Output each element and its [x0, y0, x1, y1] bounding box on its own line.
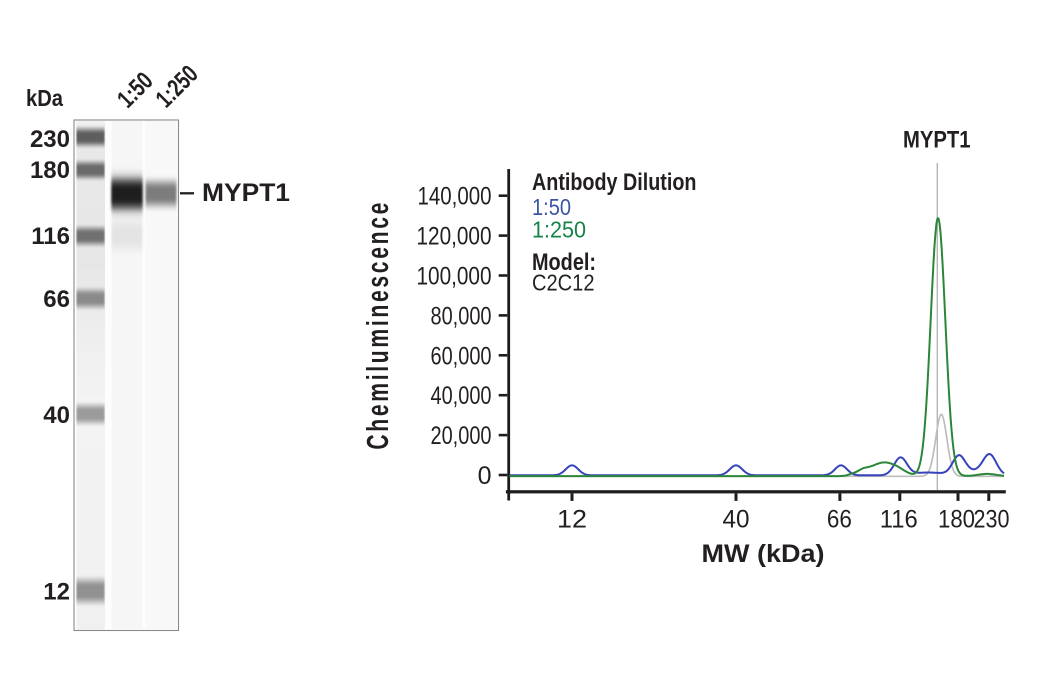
svg-text:C2C12: C2C12: [532, 270, 595, 296]
svg-text:40: 40: [43, 402, 70, 429]
svg-text:40: 40: [723, 506, 750, 534]
svg-text:180: 180: [30, 157, 70, 184]
svg-text:180: 180: [938, 506, 975, 534]
svg-text:Model:: Model:: [532, 249, 596, 276]
svg-text:40,000: 40,000: [431, 382, 492, 410]
svg-text:20,000: 20,000: [431, 422, 492, 450]
svg-text:140,000: 140,000: [418, 183, 492, 211]
svg-text:1:50: 1:50: [112, 66, 159, 113]
svg-text:80,000: 80,000: [431, 302, 492, 330]
svg-text:0: 0: [478, 462, 492, 490]
svg-text:66: 66: [827, 506, 852, 534]
svg-text:66: 66: [43, 286, 70, 313]
svg-text:Antibody Dilution: Antibody Dilution: [532, 169, 697, 196]
svg-text:120,000: 120,000: [417, 223, 492, 251]
svg-text:kDa: kDa: [26, 85, 64, 111]
svg-text:230: 230: [974, 506, 1010, 534]
svg-text:12: 12: [557, 506, 587, 534]
svg-text:116: 116: [880, 506, 918, 534]
svg-text:1:250: 1:250: [150, 59, 204, 113]
svg-text:MW (kDa): MW (kDa): [702, 540, 825, 568]
svg-text:Chemiluminescence: Chemiluminescence: [360, 200, 395, 450]
svg-text:1:250: 1:250: [532, 216, 586, 242]
svg-text:1:50: 1:50: [532, 194, 571, 220]
svg-text:116: 116: [31, 223, 70, 250]
svg-text:100,000: 100,000: [417, 263, 492, 291]
svg-text:60,000: 60,000: [431, 342, 492, 370]
svg-text:MYPT1: MYPT1: [903, 126, 971, 153]
svg-text:MYPT1: MYPT1: [202, 179, 290, 207]
svg-text:230: 230: [30, 126, 70, 153]
svg-text:12: 12: [43, 579, 70, 606]
